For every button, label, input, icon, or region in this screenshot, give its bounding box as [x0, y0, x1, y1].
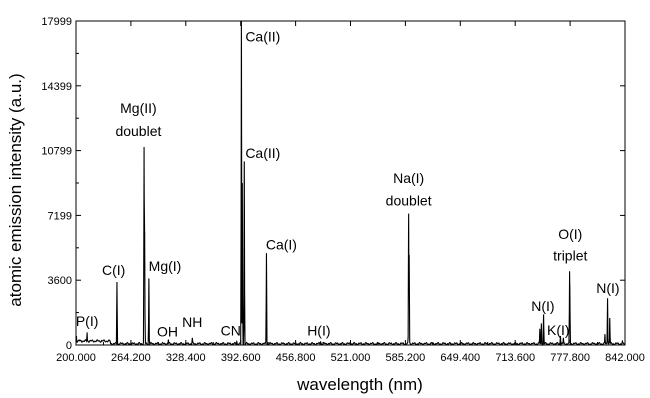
x-axis-title: wavelength (nm) — [296, 375, 423, 394]
y-tick-label: 17999 — [41, 16, 72, 28]
y-axis-title: atomic emission intensity (a.u.) — [6, 73, 25, 306]
peak-label: P(I) — [76, 313, 99, 329]
x-tick-label: 585.200 — [386, 352, 426, 364]
x-tick-label: 649.400 — [440, 352, 480, 364]
peak-label: N(I) — [531, 298, 554, 314]
x-tick-label: 842.000 — [605, 352, 645, 364]
peak-label: N(I) — [596, 280, 619, 296]
peak-label: Mg(II) — [120, 100, 157, 116]
spectrum-line — [75, 20, 626, 347]
peak-label: NH — [182, 314, 202, 330]
x-tick-label: 392.600 — [221, 352, 261, 364]
peak-label: CN — [221, 323, 241, 339]
x-tick-label: 521.000 — [331, 352, 371, 364]
peak-label: triplet — [553, 247, 587, 263]
peak-label: H(I) — [307, 323, 330, 339]
peak-label: doublet — [115, 123, 161, 139]
peak-label: OH — [157, 323, 178, 339]
y-tick-label: 14399 — [41, 81, 72, 93]
y-tick-label: 3600 — [48, 275, 72, 287]
y-tick-label: 0 — [66, 340, 72, 352]
plot-border — [75, 20, 626, 346]
x-axis-ticks: 200.000 264.200 328.400 392.600 456.800 521.0… — [56, 21, 645, 364]
x-tick-label: 200.000 — [56, 352, 96, 364]
peak-label: Ca(II) — [245, 29, 280, 45]
x-tick-label: 777.800 — [550, 352, 590, 364]
spectrum-series — [75, 20, 626, 347]
peak-label: doublet — [386, 192, 432, 208]
y-axis-ticks: 0 3600 7199 10799 14399 17999 — [41, 16, 625, 352]
x-tick-label: 713.600 — [495, 352, 535, 364]
peak-label: Mg(I) — [149, 258, 182, 274]
peak-label: O(I) — [558, 226, 582, 242]
x-tick-label: 264.200 — [111, 352, 151, 364]
peak-label: C(I) — [102, 262, 125, 278]
x-tick-label: 328.400 — [166, 352, 206, 364]
peak-label: Ca(II) — [245, 145, 280, 161]
peak-label: Na(I) — [393, 170, 424, 186]
peak-label: Ca(I) — [266, 237, 297, 253]
y-tick-label: 7199 — [48, 210, 72, 222]
peak-label: K(I) — [547, 322, 570, 338]
x-tick-label: 456.800 — [276, 352, 316, 364]
y-tick-label: 10799 — [41, 146, 72, 158]
plot-frame — [75, 20, 626, 346]
